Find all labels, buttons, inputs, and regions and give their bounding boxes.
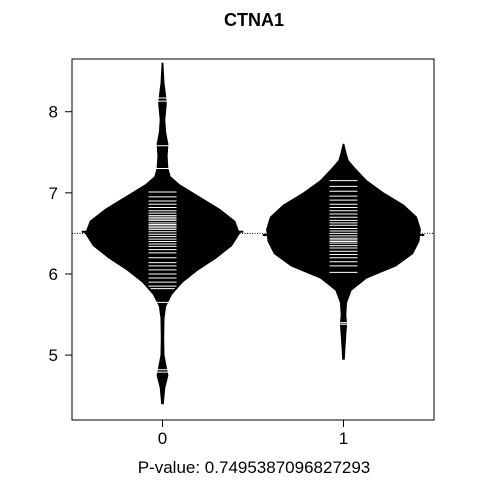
y-tick-label: 6 <box>49 265 58 284</box>
y-tick-label: 5 <box>49 346 58 365</box>
x-tick-label: 1 <box>339 429 348 448</box>
y-tick-label: 8 <box>49 103 58 122</box>
y-axis: 5 6 7 8 <box>49 103 72 365</box>
plot-border <box>71 58 435 421</box>
chart-title: CTNA1 <box>224 10 284 30</box>
bean-0 <box>85 62 240 405</box>
y-tick-label: 7 <box>49 184 58 203</box>
x-axis-label: P-value: 0.7495387096827293 <box>138 458 371 477</box>
x-tick-label: 0 <box>158 429 167 448</box>
